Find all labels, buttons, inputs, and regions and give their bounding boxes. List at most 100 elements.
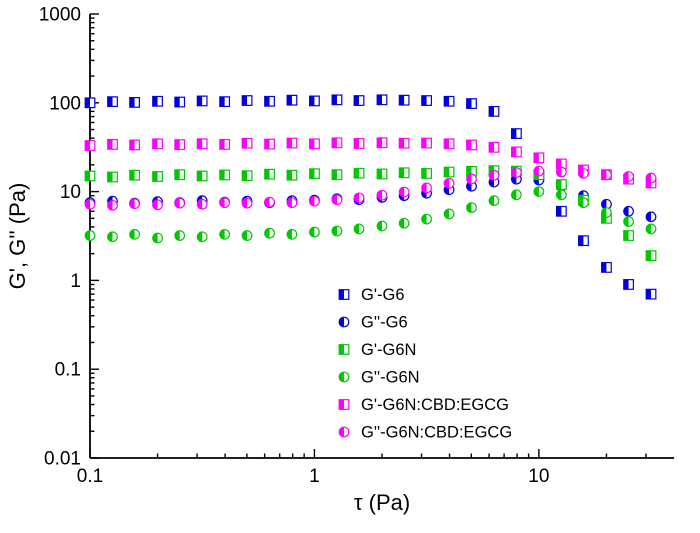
legend: G'-G6 G''-G6 G'-G6N G''-G6N G'-G6N:CBD:EGCG G… (338, 286, 512, 442)
y-tick-label: 100 (49, 93, 81, 114)
data-point-marker (152, 199, 163, 211)
data-point-marker (398, 217, 410, 229)
data-point-marker (398, 167, 410, 179)
data-point-marker (309, 168, 320, 180)
data-point-marker (309, 195, 320, 207)
data-point-marker (219, 169, 231, 181)
data-point-marker (338, 344, 350, 355)
data-point-marker (623, 279, 634, 290)
data-point-marker (421, 95, 432, 106)
data-point-marker (196, 138, 208, 150)
legend-label: G'-G6N:CBD:EGCG (361, 396, 509, 414)
data-point-marker (421, 213, 432, 225)
y-tick-label: 0.01 (44, 449, 81, 470)
data-point-marker (488, 106, 500, 117)
data-point-marker (152, 95, 163, 107)
y-tick-label: 0.1 (55, 360, 81, 381)
data-point-marker (241, 230, 253, 241)
data-point-marker (466, 173, 477, 185)
legend-label: G''-G6N (361, 369, 420, 387)
data-point-marker (264, 95, 275, 107)
data-point-marker (309, 95, 320, 107)
y-tick-label: 1 (70, 271, 81, 292)
data-point-marker (338, 289, 350, 300)
data-point-marker (331, 94, 343, 106)
data-point-marker (84, 170, 96, 182)
data-point-marker (219, 197, 231, 209)
series-gdblprime-g6n (84, 186, 657, 244)
data-point-marker (601, 262, 612, 273)
data-point-marker (286, 197, 298, 209)
data-point-marker (353, 167, 365, 179)
legend-label: G''-G6 (361, 314, 408, 332)
data-point-marker (533, 186, 545, 198)
y-tick-label: 10 (60, 182, 81, 203)
data-point-marker (84, 198, 96, 210)
data-point-marker (219, 228, 231, 240)
data-point-marker (84, 97, 96, 109)
series-gprime-g6 (84, 94, 657, 300)
x-tick-label: 0.1 (77, 466, 103, 487)
data-point-marker (84, 140, 96, 151)
data-point-marker (601, 207, 612, 219)
legend-label: G''-G6N:CBD:EGCG (361, 424, 512, 442)
legend-label: G'-G6 (361, 286, 405, 304)
data-point-marker (623, 205, 634, 217)
data-point-marker (510, 167, 522, 178)
data-point-marker (152, 138, 163, 150)
data-point-marker (107, 139, 118, 150)
legend-label: G'-G6N (361, 341, 416, 359)
data-point-marker (510, 128, 522, 139)
data-point-marker (533, 152, 545, 164)
data-point-marker (601, 169, 612, 181)
series-gprime-g6n (84, 165, 657, 262)
data-point-marker (264, 227, 275, 239)
data-point-marker (286, 137, 298, 149)
data-point-marker (623, 171, 634, 182)
data-point-marker (286, 228, 298, 240)
data-point-marker (219, 139, 231, 150)
data-point-marker (338, 371, 350, 383)
data-point-marker (309, 226, 320, 238)
data-point-marker (331, 194, 343, 206)
data-point-marker (488, 195, 500, 207)
data-point-marker (174, 169, 186, 181)
data-point-marker (510, 146, 522, 158)
y-axis-title: G', G'' (Pa) (5, 183, 30, 290)
data-point-marker (338, 316, 350, 328)
data-point-marker (443, 138, 455, 150)
data-point-marker (623, 230, 634, 241)
data-point-marker (421, 137, 432, 149)
data-point-marker (196, 231, 208, 243)
data-point-marker (556, 166, 567, 178)
data-point-marker (331, 225, 343, 237)
data-point-marker (331, 169, 343, 181)
data-point-marker (338, 399, 350, 410)
data-point-marker (556, 205, 567, 217)
data-point-marker (129, 228, 140, 240)
data-point-marker (398, 94, 410, 106)
data-point-marker (398, 186, 410, 198)
data-point-marker (510, 189, 522, 201)
data-point-marker (556, 179, 567, 190)
data-point-marker (286, 169, 298, 181)
data-point-marker (353, 95, 365, 106)
data-point-marker (376, 168, 388, 180)
data-point-marker (623, 216, 634, 227)
x-tick-label: 1 (309, 466, 320, 487)
data-point-marker (443, 177, 455, 189)
data-point-marker (196, 198, 208, 210)
data-point-marker (241, 95, 253, 106)
data-point-marker (466, 139, 477, 151)
data-point-marker (466, 202, 477, 214)
data-point-marker (152, 232, 163, 244)
data-point-marker (174, 197, 186, 209)
data-point-marker (421, 168, 432, 179)
data-point-marker (107, 96, 118, 108)
data-point-marker (488, 141, 500, 153)
data-point-marker (488, 169, 500, 181)
data-point-marker (421, 182, 432, 194)
data-point-marker (398, 137, 410, 149)
series-gdblprime-g6 (84, 173, 657, 223)
